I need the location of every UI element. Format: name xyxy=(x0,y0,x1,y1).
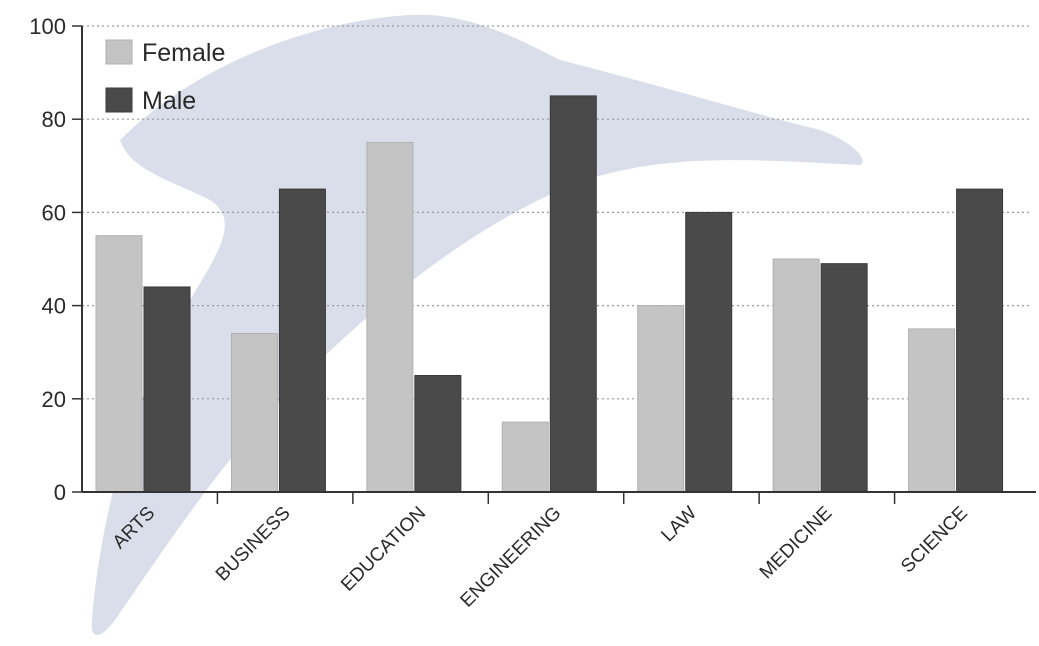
y-tick-label: 20 xyxy=(42,387,66,412)
x-tick-label-science: SCIENCE xyxy=(897,503,972,578)
legend-swatch-male xyxy=(105,87,133,113)
y-tick-label: 60 xyxy=(42,200,66,225)
y-tick-label: 0 xyxy=(54,480,66,505)
bar-female-engineering xyxy=(501,421,549,493)
dolphin-body-shape xyxy=(91,14,863,635)
dolphin-watermark xyxy=(91,14,863,635)
bar-male-medicine xyxy=(820,263,868,493)
x-tick-label-engineering: ENGINEERING xyxy=(457,503,566,612)
x-tick-label-law: LAW xyxy=(657,503,701,547)
y-tick-label: 40 xyxy=(42,294,66,319)
bar-female-medicine xyxy=(772,258,820,493)
gridlines xyxy=(72,25,1030,493)
bar-female-law xyxy=(637,305,685,493)
bar-female-arts xyxy=(95,235,143,493)
bar-female-education xyxy=(366,142,414,493)
bar-male-arts xyxy=(143,286,191,493)
x-tick-label-education: EDUCATION xyxy=(337,503,430,596)
x-tick-labels: ARTS BUSINESS EDUCATION ENGINEERING LAW MEDIC… xyxy=(109,503,972,612)
legend-label-male: Male xyxy=(142,87,196,115)
bar-male-science xyxy=(956,188,1004,493)
legend-label-female: Female xyxy=(142,39,225,67)
bar-female-business xyxy=(230,333,278,493)
bar-female-science xyxy=(908,328,956,493)
legend: Female Male xyxy=(105,39,225,115)
legend-swatch-female xyxy=(105,39,133,65)
bar-male-law xyxy=(685,211,733,493)
x-tick-label-business: BUSINESS xyxy=(212,503,295,586)
bar-male-education xyxy=(414,375,462,493)
y-tick-label: 80 xyxy=(42,107,66,132)
y-tick-labels: 0 20 40 60 80 100 xyxy=(29,14,66,505)
x-tick-label-medicine: MEDICINE xyxy=(756,503,837,584)
axes xyxy=(81,26,1036,504)
bars-group xyxy=(95,95,1004,493)
bar-male-engineering xyxy=(549,95,597,493)
bar-male-business xyxy=(278,188,326,493)
y-tick-label: 100 xyxy=(29,14,66,39)
